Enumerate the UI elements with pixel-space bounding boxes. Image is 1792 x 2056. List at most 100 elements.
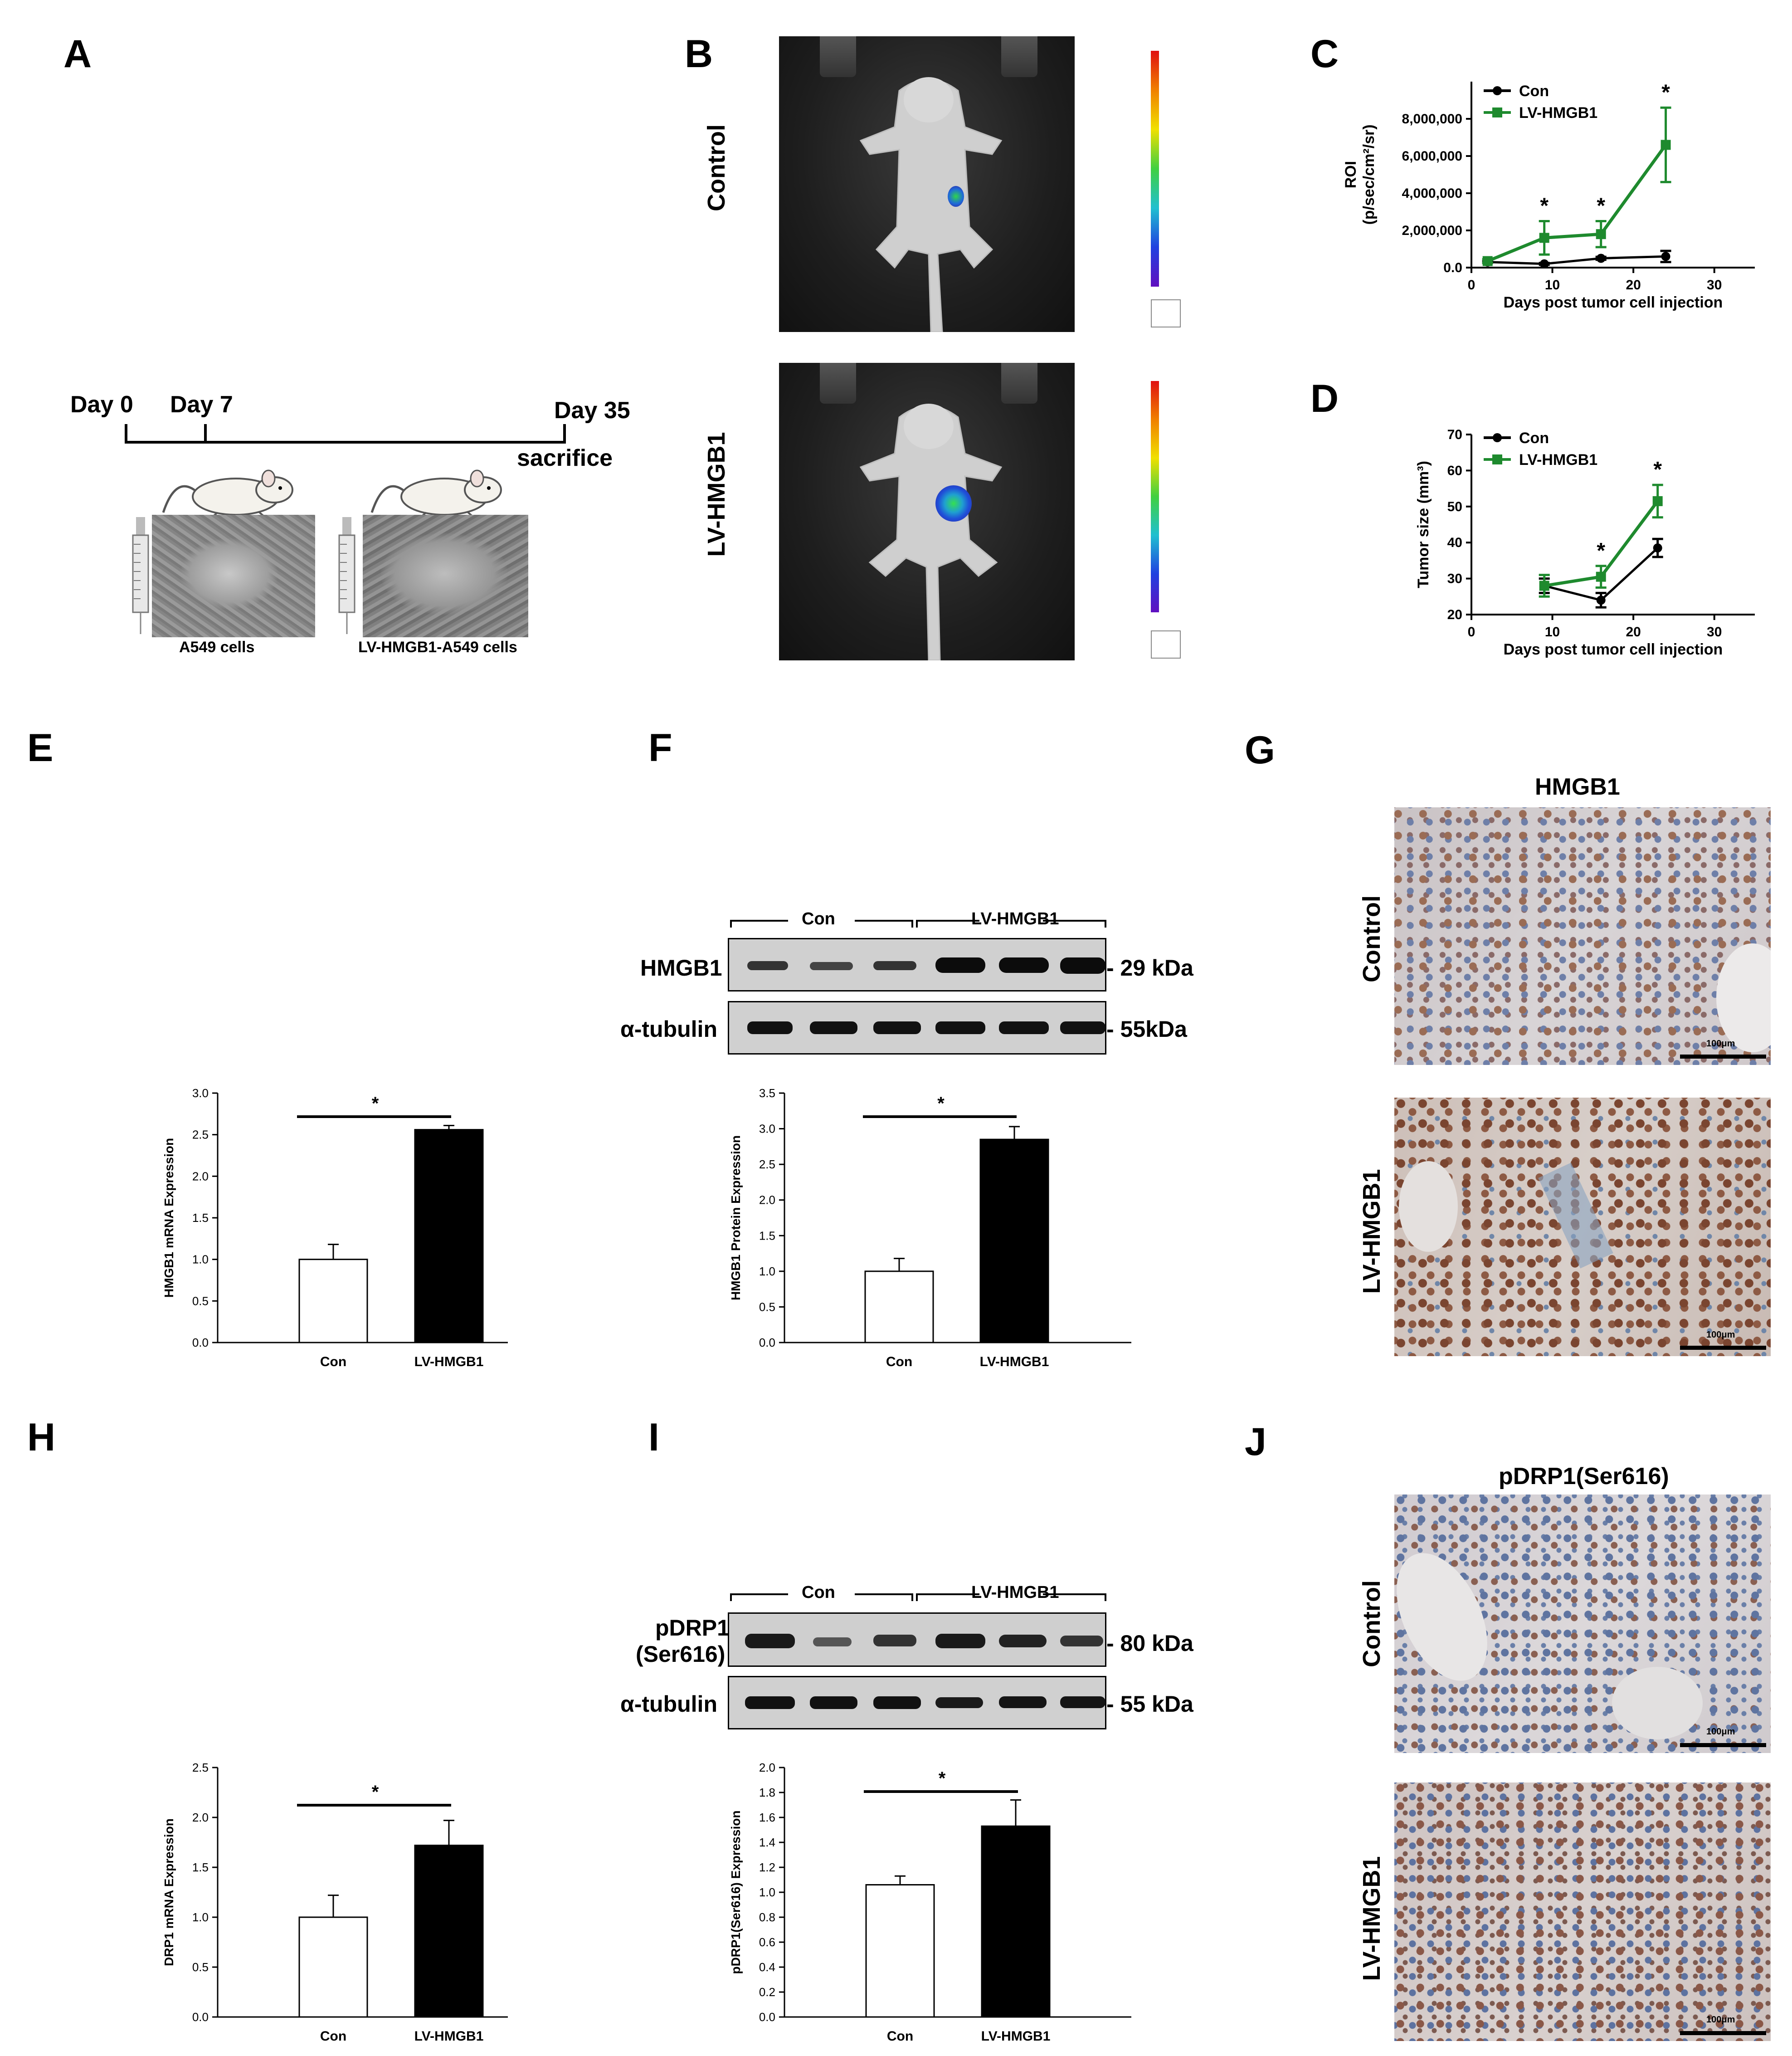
ihc-title-pdrp1: pDRP1(Ser616)	[1499, 1463, 1669, 1490]
y-tick-label: 0.5	[759, 1300, 775, 1314]
y-tick-label: 0.0	[1443, 260, 1462, 275]
legend-marker	[1493, 86, 1502, 95]
row-label-control: Control	[1358, 1580, 1385, 1667]
y-tick-label: 30	[1447, 571, 1462, 586]
x-tick-label: 10	[1545, 278, 1560, 293]
scale-bar	[1680, 1055, 1766, 1059]
y-tick-label: 2.0	[192, 1169, 209, 1183]
blot-strip-pdrp1	[728, 1612, 1106, 1667]
y-tick-label: 1.0	[759, 1885, 775, 1899]
significance-marker: *	[372, 1782, 379, 1802]
data-point	[1653, 543, 1662, 553]
panel-label-i: I	[648, 1416, 659, 1459]
data-point	[1596, 596, 1606, 605]
y-tick-label: 0.2	[759, 1985, 775, 1999]
scale-bar-label: 100μm	[1706, 1727, 1735, 1737]
y-tick-label: 0.8	[759, 1910, 775, 1924]
luminescence-signal	[948, 186, 964, 207]
y-tick-label: 3.0	[759, 1122, 775, 1136]
x-tick-label: Con	[320, 2029, 346, 2044]
y-tick-label: 0.0	[192, 1336, 209, 1349]
x-tick-label: LV-HMGB1	[414, 1354, 484, 1369]
y-axis-label: HMGB1 mRNA Expression	[162, 1138, 176, 1298]
y-tick-label: 60	[1447, 463, 1462, 478]
y-tick-label: 8,000,000	[1402, 112, 1462, 127]
y-tick-label: 1.2	[759, 1861, 775, 1874]
scale-legend-box	[1151, 630, 1181, 659]
x-tick-label: LV-HMGB1	[981, 2029, 1051, 2044]
legend-label: LV-HMGB1	[1519, 451, 1597, 469]
timeline-sacrifice: sacrifice	[517, 445, 613, 471]
significance-marker: *	[939, 1768, 946, 1788]
y-tick-label: 0.5	[192, 1294, 209, 1308]
lv-hmgb1-a549-cells-label: LV-HMGB1-A549 cells	[358, 639, 517, 656]
y-tick-label: 1.0	[192, 1253, 209, 1266]
data-point	[1652, 496, 1663, 506]
blot-label-tubulin: α-tubulin	[620, 1016, 717, 1042]
blot-label-tubulin: α-tubulin	[620, 1691, 717, 1717]
x-axis-label: Days post tumor cell injection	[1504, 641, 1723, 658]
row-label-lv-hmgb1: LV-HMGB1	[1358, 1856, 1385, 1981]
x-tick-label: 30	[1707, 278, 1722, 293]
x-tick-label: Con	[886, 1354, 912, 1369]
x-tick-label: 0	[1468, 278, 1475, 293]
data-point	[1596, 254, 1606, 263]
scale-bar	[1680, 2031, 1766, 2035]
ihc-image-hmgb1-control: 100μm	[1394, 807, 1771, 1065]
x-tick-label: Con	[320, 1354, 346, 1369]
y-tick-label: 2.5	[192, 1128, 209, 1142]
data-point	[1596, 571, 1606, 582]
panel-label-c: C	[1310, 32, 1339, 76]
data-point	[1539, 259, 1549, 269]
bar	[979, 1138, 1049, 1343]
syringe-icon	[132, 517, 149, 634]
y-axis-label: pDRP1(Ser616) Expression	[729, 1810, 743, 1974]
bar	[864, 1270, 934, 1343]
y-tick-label: 0.4	[759, 1960, 775, 1974]
blot-group-con: Con	[802, 909, 835, 928]
scale-bar-label: 100μm	[1706, 2015, 1735, 2025]
y-tick-label: 3.0	[192, 1086, 209, 1100]
row-label-control: Control	[1358, 895, 1385, 982]
y-tick-label: 50	[1447, 499, 1462, 514]
significance-marker: *	[1661, 80, 1670, 104]
y-tick-label: 1.0	[192, 1910, 209, 1924]
data-point	[1539, 581, 1549, 591]
timeline-day7: Day 7	[170, 391, 233, 418]
ihc-image-hmgb1-lv-hmgb1: 100μm	[1394, 1098, 1771, 1356]
a549-cells-micrograph	[152, 515, 315, 637]
color-scale-bar	[1151, 51, 1159, 287]
y-tick-label: 3.5	[759, 1086, 775, 1100]
x-tick-label: 20	[1626, 278, 1641, 293]
blot-group-con: Con	[802, 1583, 835, 1602]
mouse-icon	[162, 469, 293, 517]
x-axis-label: Days post tumor cell injection	[1504, 294, 1723, 311]
blot-kda-80: - 80 kDa	[1106, 1631, 1193, 1656]
ihc-image-pdrp1-lv-hmgb1: 100μm	[1394, 1783, 1771, 2041]
y-tick-label: 20	[1447, 607, 1462, 622]
bar	[298, 1259, 368, 1343]
blot-kda-55: - 55kDa	[1106, 1016, 1187, 1042]
y-axis-label: ROI	[1342, 161, 1359, 188]
y-tick-label: 2.5	[759, 1157, 775, 1171]
y-tick-label: 6,000,000	[1402, 149, 1462, 164]
significance-marker: *	[1653, 458, 1662, 482]
blot-kda-55: - 55 kDa	[1106, 1691, 1193, 1717]
bar	[414, 1845, 484, 2018]
blot-strip-hmgb1	[728, 938, 1106, 991]
y-tick-label: 1.6	[759, 1811, 775, 1824]
y-tick-label: 1.5	[192, 1211, 209, 1225]
legend-label: LV-HMGB1	[1519, 104, 1597, 122]
color-scale-bar	[1151, 381, 1159, 612]
y-axis-label: HMGB1 Protein Expression	[729, 1135, 743, 1300]
lv-hmgb1-a549-cells-micrograph	[363, 515, 528, 637]
significance-marker: *	[1597, 539, 1605, 563]
y-tick-label: 1.4	[759, 1836, 775, 1849]
scale-bar-label: 100μm	[1706, 1039, 1735, 1049]
bar	[865, 1884, 935, 2018]
